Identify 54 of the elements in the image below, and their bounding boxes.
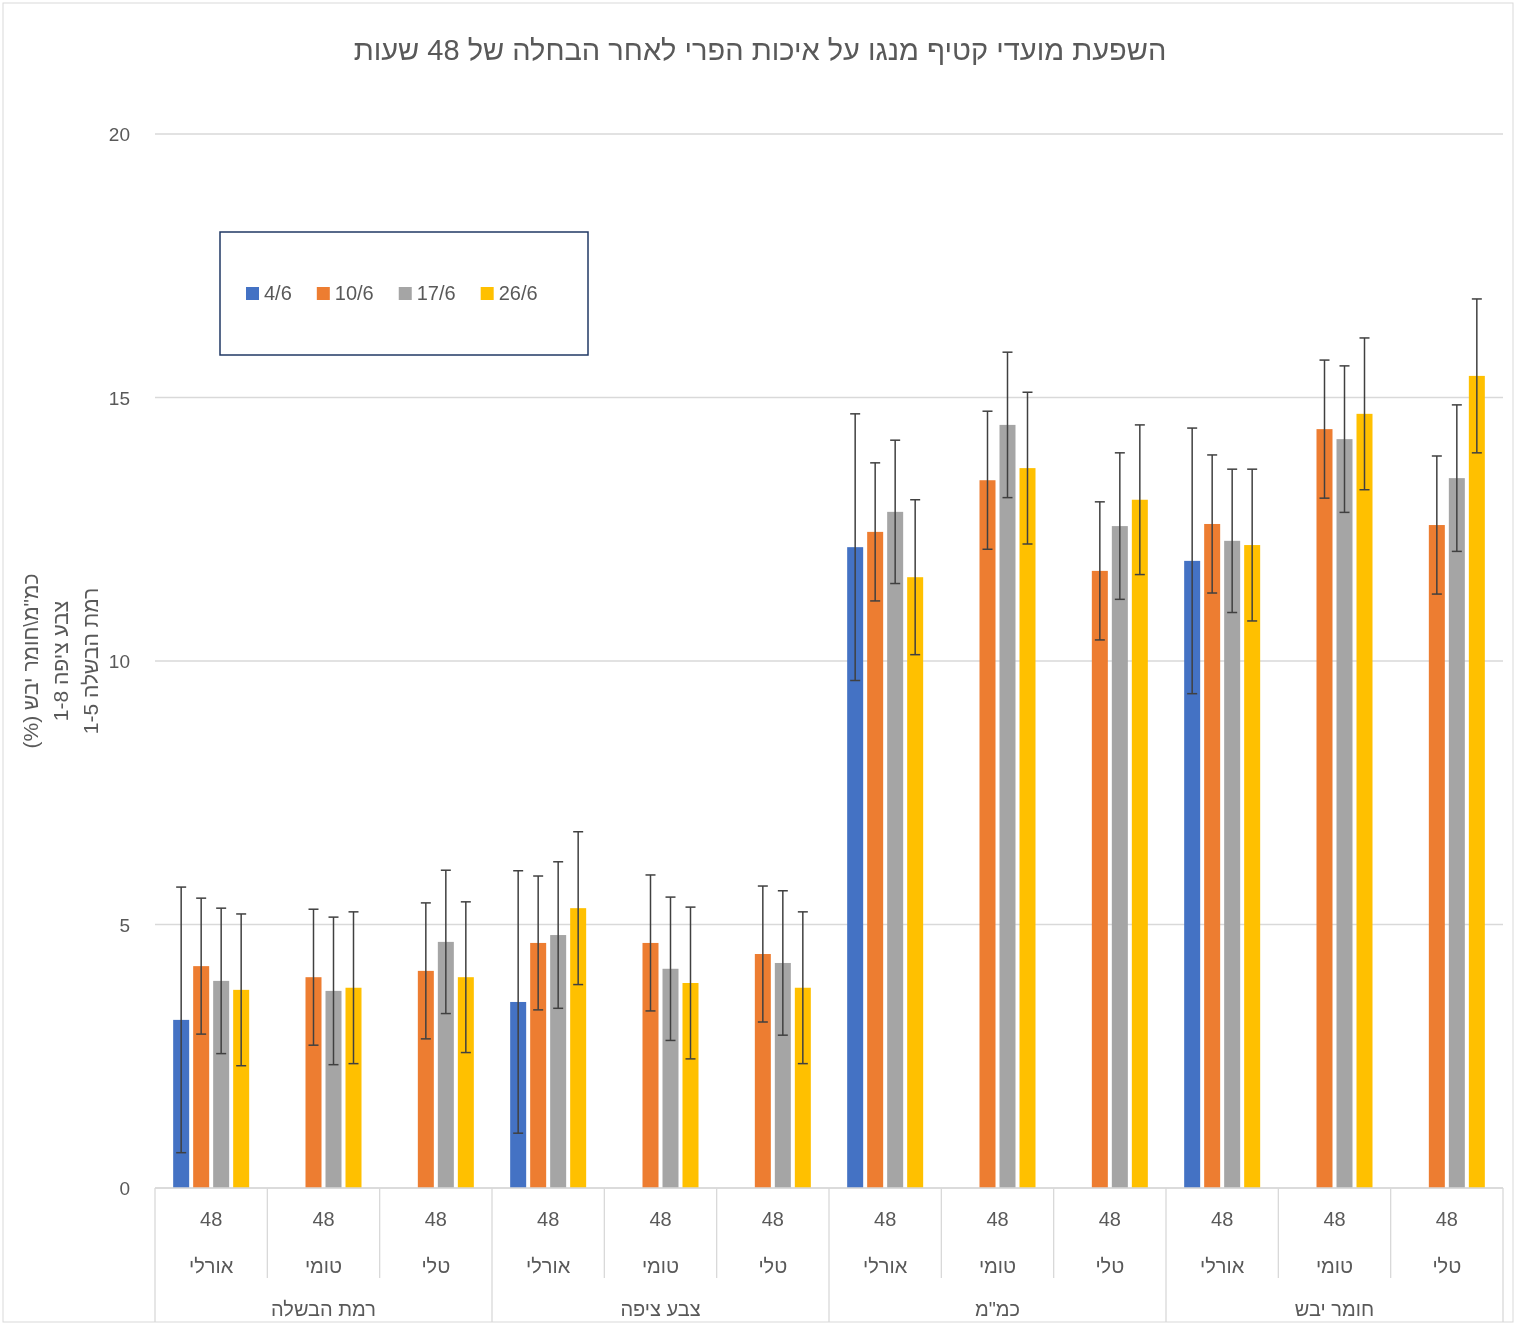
bar	[1316, 429, 1333, 1188]
bar	[794, 987, 811, 1188]
bar	[1111, 526, 1128, 1188]
bar	[1091, 570, 1108, 1188]
bar	[325, 990, 342, 1188]
text: חומר יבש	[1294, 1298, 1375, 1320]
bar	[1336, 439, 1353, 1188]
y-tick-label: 5	[119, 914, 130, 936]
y-tick-label: 15	[108, 387, 130, 409]
bar	[662, 968, 679, 1188]
y-tick-label: 0	[119, 1178, 130, 1199]
bar	[530, 942, 547, 1188]
bar	[233, 989, 250, 1188]
legend-label: 17/6	[416, 282, 456, 304]
legend-label: 4/6	[264, 282, 292, 304]
bar	[213, 980, 230, 1188]
bar	[570, 908, 587, 1188]
bar	[305, 977, 322, 1188]
bar	[642, 942, 659, 1188]
text: צבע ציפה	[620, 1298, 701, 1320]
bar	[193, 966, 210, 1188]
bar	[1448, 478, 1465, 1188]
bar	[1184, 560, 1201, 1188]
bar	[1131, 499, 1148, 1188]
bar	[887, 511, 904, 1188]
chart-title: השפעת מועדי קטיף מנגו על איכות הפרי לאחר הבחלה של 48 שעות	[353, 34, 1167, 66]
legend-label: 10/6	[334, 282, 374, 304]
bar	[550, 935, 567, 1188]
bar	[1204, 523, 1221, 1188]
legend-label: 26/6	[498, 282, 538, 304]
y-axis-title: כמ"מ\חומר יבש (%) צבע ציפה 1-8 רמת הבשלה 1-5	[19, 573, 102, 749]
bar	[1468, 375, 1485, 1188]
bar	[1356, 413, 1373, 1188]
y-tick-label: 10	[108, 651, 130, 672]
bar	[867, 531, 884, 1188]
bar	[510, 1001, 527, 1188]
bar	[1224, 540, 1241, 1188]
bar	[774, 962, 791, 1188]
bar	[999, 424, 1016, 1188]
bar	[754, 954, 771, 1188]
bar	[345, 987, 362, 1188]
bar	[1019, 468, 1036, 1188]
text: כמ"מ	[974, 1298, 1021, 1320]
text: רמת הבשלה	[271, 1298, 376, 1320]
bar	[1428, 525, 1445, 1188]
bar	[907, 577, 924, 1188]
bar	[847, 547, 864, 1188]
bar	[1244, 545, 1261, 1188]
bar	[457, 977, 474, 1188]
y-tick-label: 20	[108, 124, 130, 145]
bar	[417, 970, 434, 1188]
bar	[979, 480, 996, 1188]
bar	[437, 941, 454, 1188]
bar	[682, 983, 699, 1188]
